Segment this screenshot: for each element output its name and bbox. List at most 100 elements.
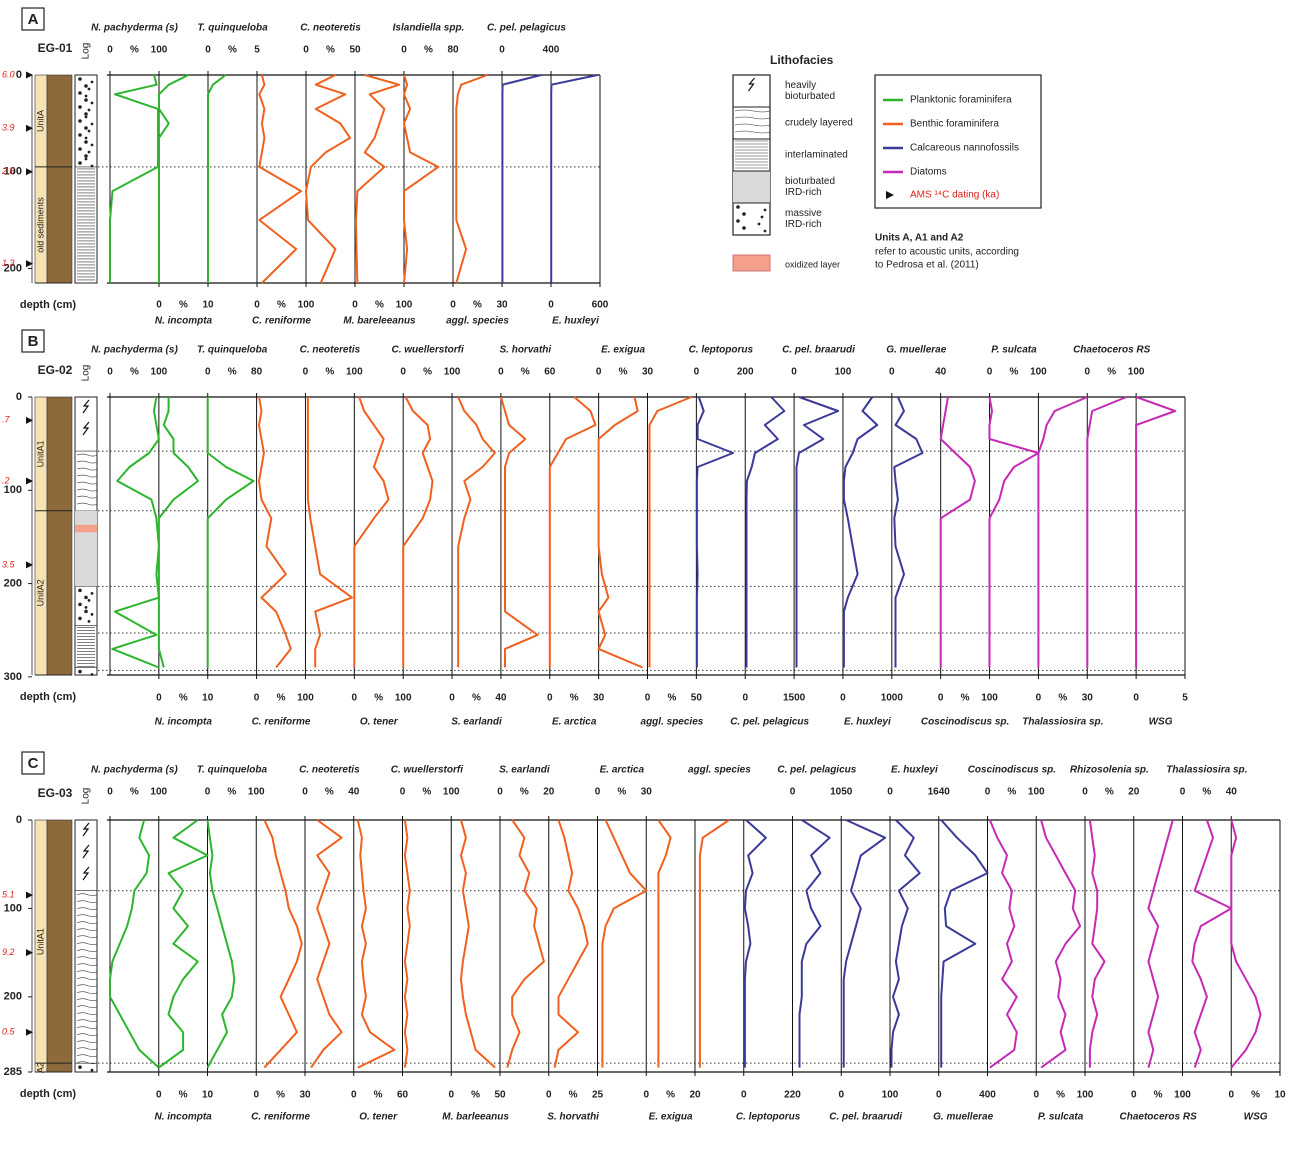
axis-tick-label: 0	[1033, 1090, 1039, 1101]
taxon-name: S. horvathi	[547, 1112, 599, 1123]
unit-label: UnitA	[35, 110, 45, 132]
taxon-name: M. barleeanus	[442, 1112, 509, 1123]
axis-tick-label: 0	[448, 1090, 454, 1101]
log-clast	[84, 98, 88, 102]
unit-label: UnitA1	[35, 440, 45, 467]
log-clast	[85, 116, 88, 119]
log-label: Log	[81, 43, 92, 60]
note-text: refer to acoustic units, according	[875, 247, 1019, 258]
axis-tick-label: 0	[450, 300, 456, 311]
axis-tick-label: 0	[936, 1090, 942, 1101]
taxon-name: C. neoteretis	[300, 23, 361, 34]
taxon-name: Coscinodiscus sp.	[921, 717, 1009, 728]
taxon-name: aggl. species	[446, 316, 509, 327]
axis-tick-label: 0	[107, 45, 113, 56]
axis-tick-label: 20	[1128, 787, 1140, 798]
log-clast	[761, 216, 764, 219]
axis-unit: %	[1154, 1090, 1163, 1101]
note-title: Units A, A1 and A2	[875, 233, 964, 244]
taxon-name: E. arctica	[552, 717, 597, 728]
axis-tick-label: 600	[592, 300, 609, 311]
taxon-name: C. reniforme	[252, 717, 311, 728]
curve	[697, 397, 733, 668]
curve	[159, 820, 208, 1068]
axis-tick-label: 100	[981, 693, 998, 704]
taxon-name: Thalassiosira sp.	[1166, 765, 1247, 776]
lithofacies-label: IRD-rich	[785, 219, 822, 230]
axis-tick-label: 0	[889, 367, 895, 378]
axis-tick-label: 0	[156, 693, 162, 704]
curve	[259, 75, 301, 283]
axis-unit: %	[1007, 787, 1016, 798]
taxon-name: S. horvathi	[499, 345, 551, 356]
axis-tick-label: 40	[1226, 787, 1238, 798]
axis-tick-label: 0	[254, 300, 260, 311]
log-clast	[84, 140, 88, 144]
core-name: EG-01	[38, 41, 73, 55]
axis-tick-label: 30	[1082, 693, 1094, 704]
oxidized-label: oxidized layer	[785, 259, 840, 269]
axis-tick-label: 100	[151, 367, 168, 378]
lithofacies-label: bioturbated	[785, 91, 835, 102]
lithofacies-label: interlaminated	[785, 150, 848, 161]
curve	[844, 397, 877, 668]
curve	[112, 397, 158, 668]
taxon-name: WSG	[1149, 717, 1173, 728]
axis-unit: %	[666, 1090, 675, 1101]
axis-tick-label: 100	[835, 367, 852, 378]
axis-unit: %	[1107, 367, 1116, 378]
taxon-name: P. sulcata	[991, 345, 1037, 356]
depth-tick-label: 0	[16, 814, 22, 826]
log-clast	[84, 154, 88, 158]
curve	[159, 75, 188, 283]
axis-tick-label: 80	[447, 45, 459, 56]
axis-unit: %	[375, 300, 384, 311]
axis-tick-label: 100	[444, 367, 461, 378]
axis-tick-label: 100	[1030, 367, 1047, 378]
taxon-name: N. pachyderma (s)	[91, 345, 178, 356]
log-clast	[742, 226, 746, 230]
axis-unit: %	[1010, 367, 1019, 378]
depth-axis-title: depth (cm)	[20, 691, 77, 703]
log-clast	[88, 151, 91, 154]
log-clast	[764, 209, 767, 212]
log-clast	[78, 617, 82, 621]
taxon-name: aggl. species	[688, 765, 751, 776]
axis-tick-label: 100	[297, 693, 314, 704]
log-clast	[78, 105, 82, 109]
taxon-name: O. tener	[360, 717, 399, 728]
taxon-name: WSG	[1244, 1112, 1268, 1123]
log-clast	[78, 589, 82, 593]
log-clast	[84, 112, 88, 116]
taxon-name: G. muellerae	[933, 1112, 993, 1123]
taxon-name: Coscinodiscus sp.	[968, 765, 1056, 776]
taxon-name: Chaetoceros RS	[1073, 345, 1151, 356]
curve	[311, 820, 342, 1068]
depth-axis-title: depth (cm)	[20, 299, 77, 311]
axis-tick-label: 200	[737, 367, 754, 378]
axis-unit: %	[472, 693, 481, 704]
log-clast	[91, 592, 94, 595]
axis-unit: %	[471, 1090, 480, 1101]
figure: Lithofacies AEG-01Logdepth (cm)UnitAold …	[0, 0, 1295, 1151]
axis-tick-label: 100	[396, 300, 413, 311]
log-clast	[758, 223, 761, 226]
axis-unit: %	[374, 1090, 383, 1101]
axis-tick-label: 0	[938, 693, 944, 704]
axis-tick-label: 0	[351, 1090, 357, 1101]
log-clast	[78, 77, 82, 81]
curve	[745, 820, 766, 1068]
axis-tick-label: 0	[1084, 367, 1090, 378]
log-clast	[91, 613, 94, 616]
taxon-name: Islandiella spp.	[393, 23, 465, 34]
legend-label: Calcareous nannofossils	[910, 143, 1019, 154]
axis-tick-label: 0	[694, 367, 700, 378]
taxon-name: C. pel. pelagicus	[487, 23, 566, 34]
axis-tick-label: 0	[645, 693, 651, 704]
oxidized-swatch	[733, 255, 770, 271]
axis-tick-label: 0	[547, 693, 553, 704]
axis-tick-label: 0	[497, 787, 503, 798]
log-clast	[78, 133, 82, 137]
axis-tick-label: 0	[987, 367, 993, 378]
axis-unit: %	[179, 300, 188, 311]
